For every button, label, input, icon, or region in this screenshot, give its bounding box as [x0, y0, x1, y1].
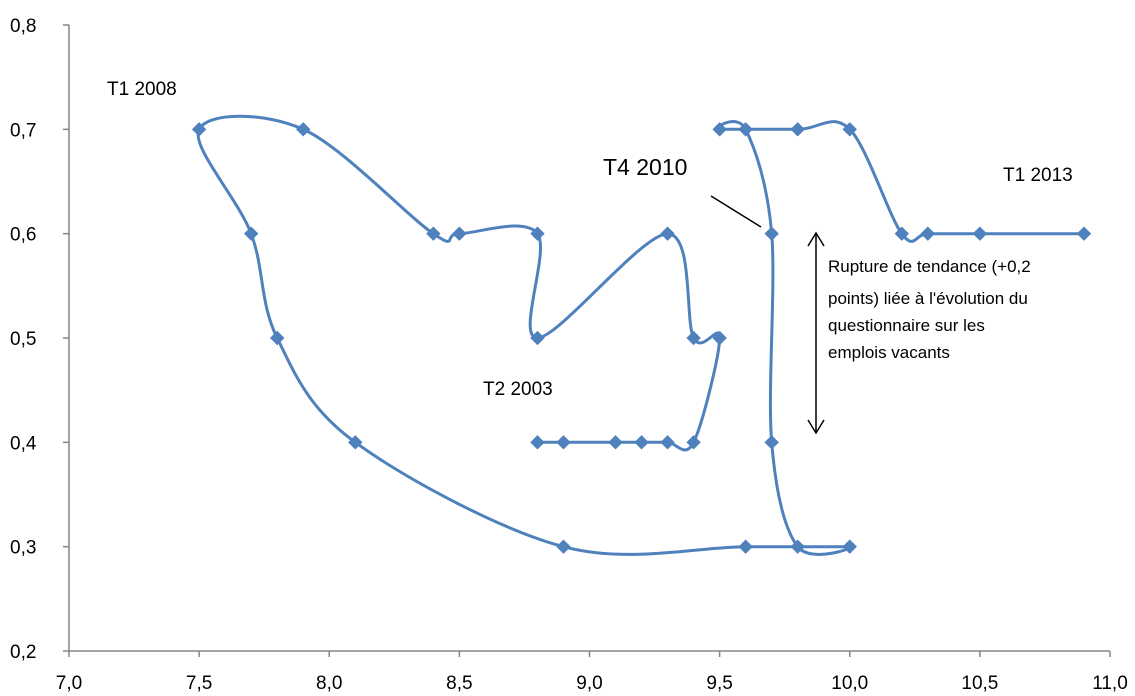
rupture-note: Rupture de tendance (+0,2 points) liée à…	[828, 257, 1035, 362]
data-point-marker	[764, 226, 779, 241]
data-point-marker	[243, 226, 259, 241]
y-tick-label: 0,7	[10, 120, 36, 141]
data-point-marker	[738, 539, 753, 554]
y-tick-label: 0,2	[10, 642, 36, 663]
x-tick-label: 8,5	[446, 673, 472, 694]
label-t2-2003: T2 2003	[483, 379, 553, 400]
x-tick-label: 11,0	[1092, 673, 1128, 694]
rupture-double-arrow	[807, 231, 825, 435]
data-point-marker	[1076, 226, 1092, 241]
data-point-marker	[790, 539, 805, 554]
data-point-marker	[660, 435, 675, 450]
data-point-marker	[842, 539, 857, 554]
data-point-marker	[790, 122, 805, 137]
series-line	[196, 114, 1086, 556]
x-tick-label: 7,0	[56, 673, 82, 694]
series-markers	[191, 122, 1092, 554]
label-t1-2013: T1 2013	[1003, 165, 1073, 186]
rupture-note-line: emplois vacants	[828, 343, 950, 362]
y-tick-label: 0,3	[10, 538, 36, 559]
x-tick-label: 9,0	[576, 673, 602, 694]
data-point-marker	[556, 539, 571, 554]
x-tick-label: 8,0	[316, 673, 342, 694]
data-point-marker	[530, 330, 545, 346]
x-tick-label: 9,5	[706, 673, 732, 694]
t4-2010-leader-line	[710, 195, 762, 228]
data-point-marker	[556, 435, 571, 450]
annotations: T1 2008 T2 2003 T4 2010 T1 2013 Rupture …	[107, 79, 1073, 435]
data-point-marker	[686, 435, 701, 450]
y-tick-label: 0,6	[10, 225, 36, 246]
y-tick-label: 0,8	[10, 16, 36, 37]
data-point-marker	[712, 122, 727, 137]
data-point-marker	[712, 330, 727, 346]
y-tick-label: 0,5	[10, 329, 36, 350]
data-point-marker	[608, 435, 623, 450]
data-point-marker	[452, 226, 467, 241]
x-tick-label: 10,5	[961, 673, 998, 694]
rupture-note-line: points) liée à l'évolution du	[828, 289, 1028, 308]
data-point-marker	[530, 226, 545, 241]
x-ticks: 7,0 7,5 8,0 8,5 9,0 9,5 10,0 10,5 11,0	[56, 651, 1128, 694]
data-point-marker	[269, 330, 285, 346]
data-point-marker	[738, 122, 753, 137]
data-point-marker	[191, 122, 207, 137]
data-point-marker	[972, 226, 988, 241]
label-t4-2010: T4 2010	[603, 154, 687, 180]
x-tick-label: 10,0	[831, 673, 868, 694]
data-point-marker	[894, 226, 910, 241]
label-t1-2008: T1 2008	[107, 79, 177, 100]
data-point-marker	[530, 435, 545, 450]
data-point-marker	[348, 435, 363, 450]
y-ticks: 0,2 0,3 0,4 0,5 0,6 0,7 0,8	[10, 16, 69, 663]
data-point-marker	[634, 435, 649, 450]
data-point-marker	[920, 226, 936, 241]
rupture-note-line: questionnaire sur les	[828, 316, 985, 335]
data-point-marker	[686, 330, 701, 346]
axes	[68, 25, 1110, 652]
data-point-marker	[660, 226, 675, 241]
x-tick-label: 7,5	[186, 673, 212, 694]
data-point-marker	[764, 435, 779, 450]
y-tick-label: 0,4	[10, 433, 37, 454]
data-point-marker	[426, 226, 441, 241]
data-point-marker	[842, 122, 857, 137]
rupture-note-line: Rupture de tendance (+0,2	[828, 257, 1031, 276]
data-point-marker	[296, 122, 311, 137]
